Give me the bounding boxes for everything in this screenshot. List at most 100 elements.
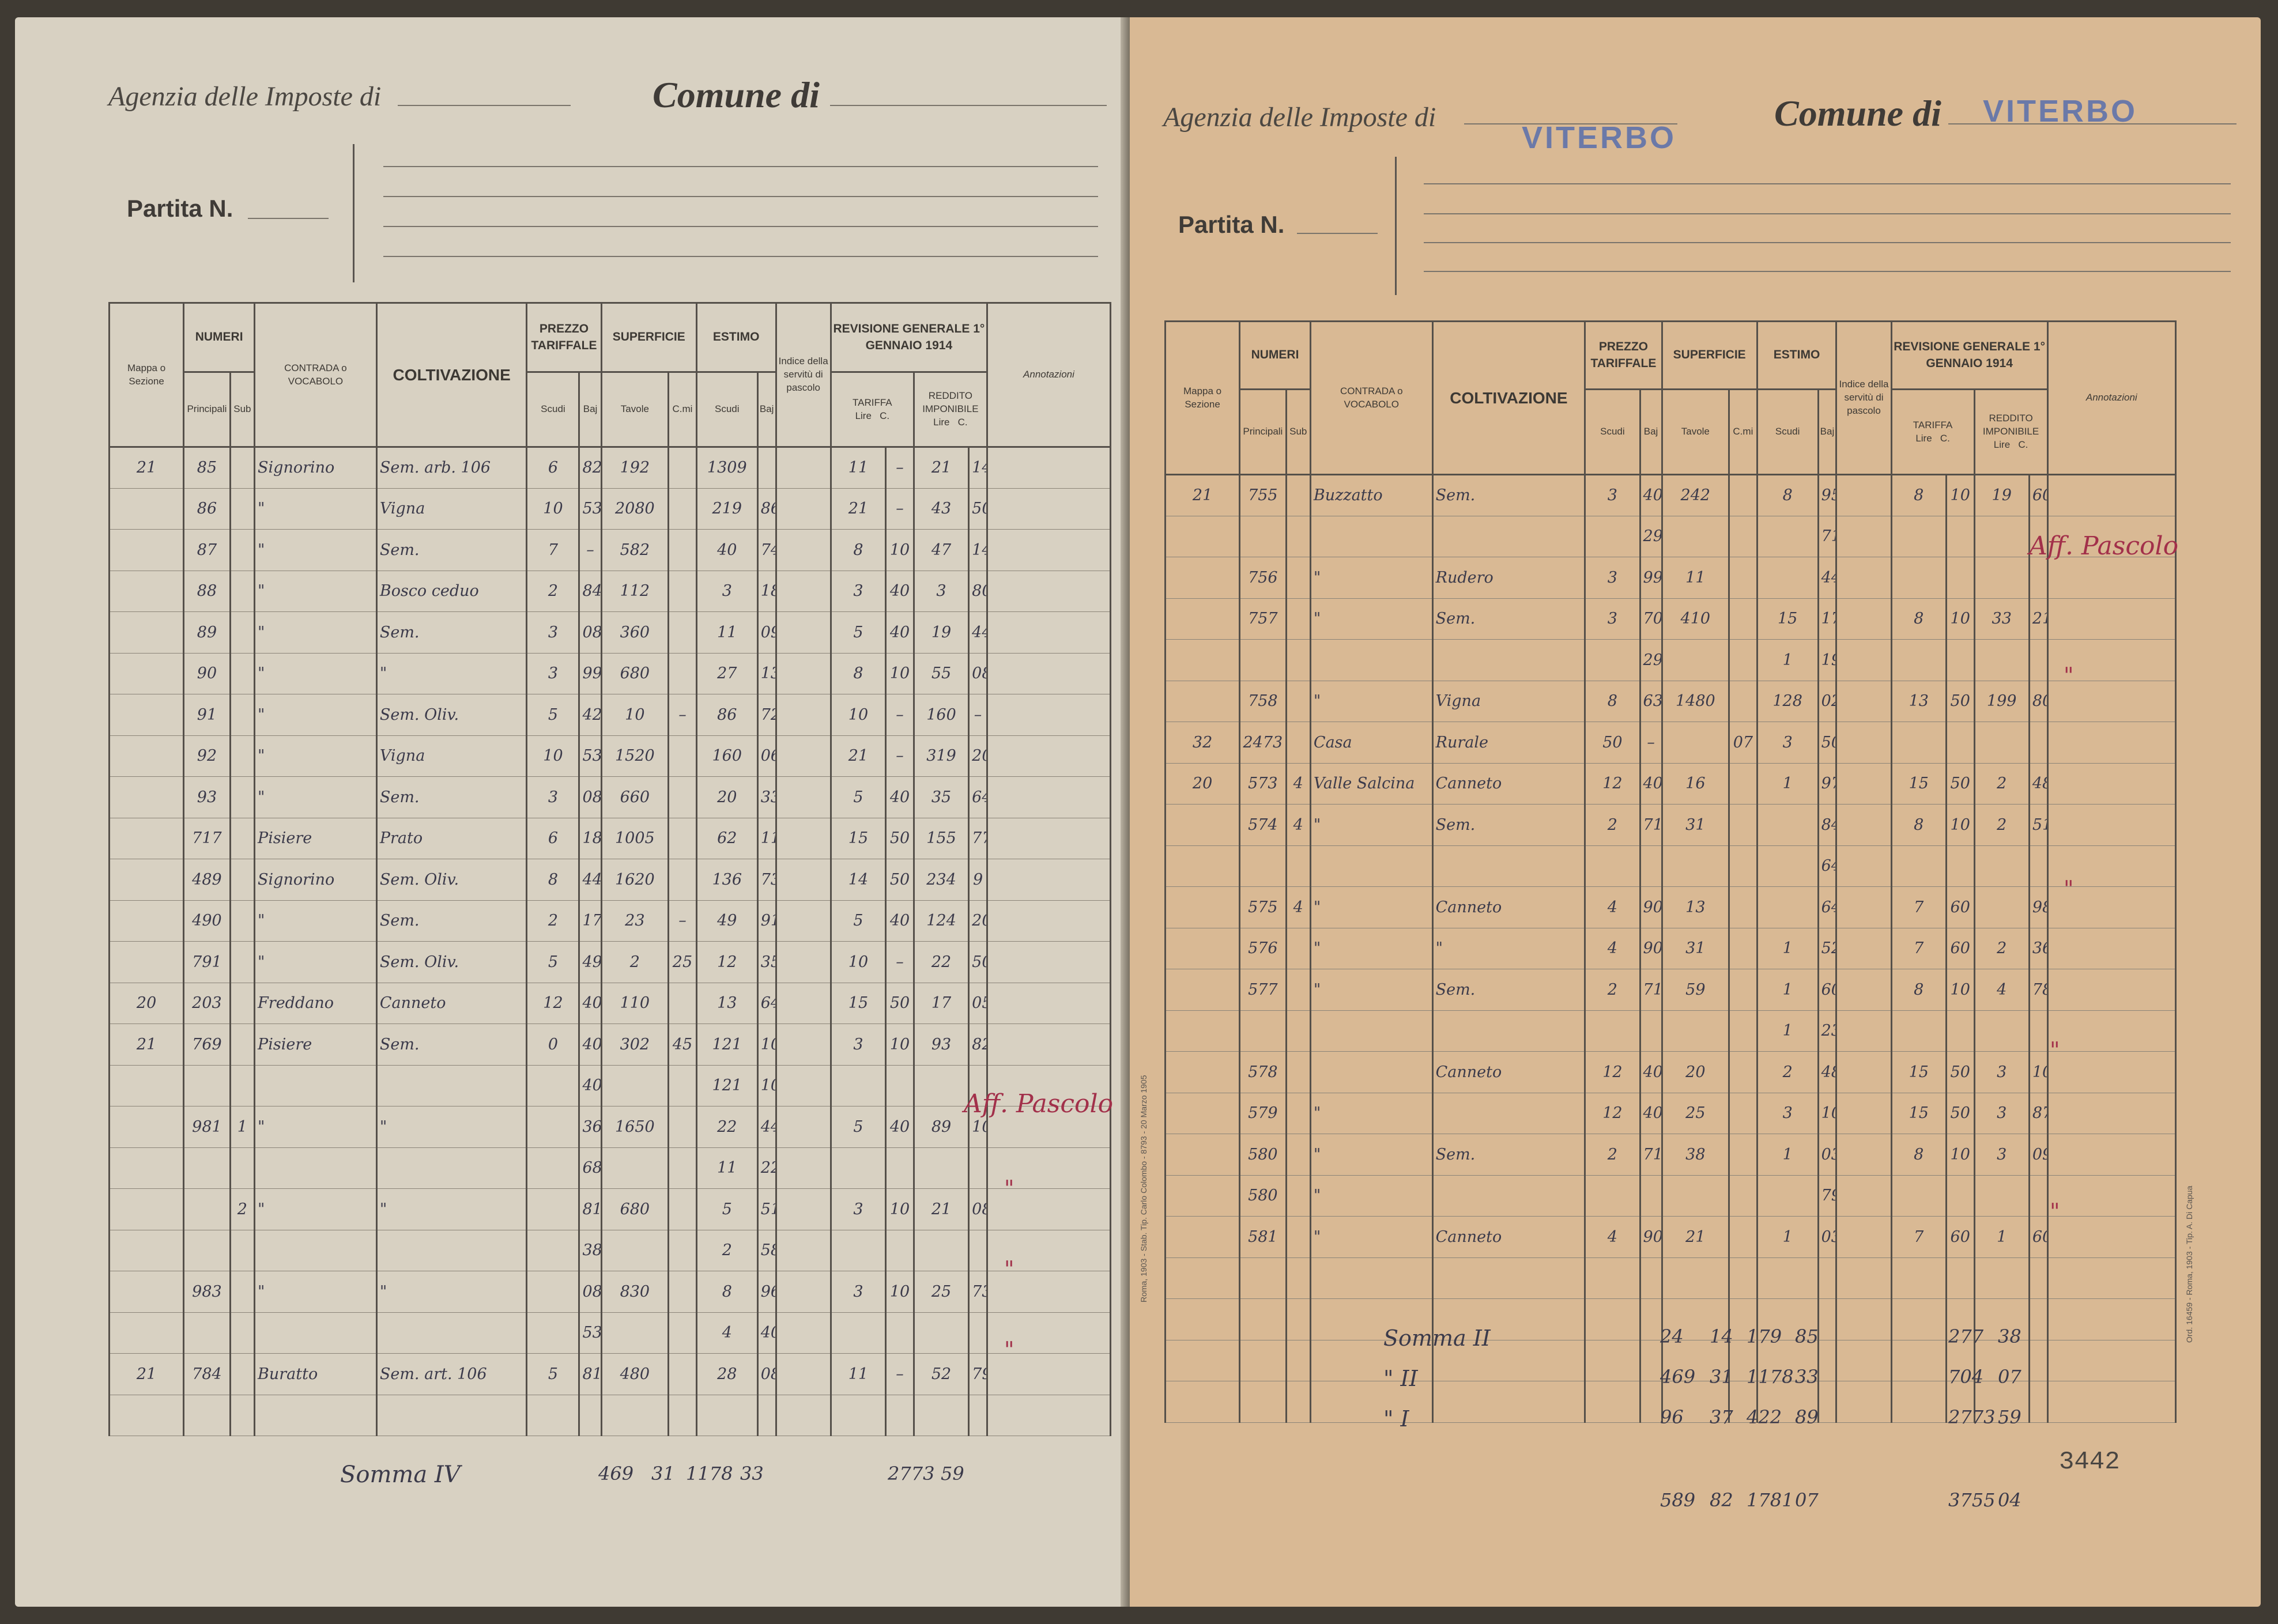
- col-reddito-right: REDDITO IMPONIBILE Lire C.: [1973, 388, 2049, 475]
- col-reddito: REDDITO IMPONIBILE Lire C.: [912, 371, 988, 448]
- left-cell-rc: 79: [968, 1353, 988, 1395]
- left-cell-colt: Sem. art. 106: [375, 1353, 528, 1395]
- right-cell-contrada: Buzzatto: [1309, 474, 1434, 516]
- right-cell-tl: 7: [1890, 1216, 1947, 1258]
- right-cell-contrada: [1309, 1010, 1434, 1052]
- right-cell-ann: [2046, 639, 2177, 681]
- right-cell-num: 757: [1239, 598, 1287, 640]
- right-cell-tl: [1890, 845, 1947, 887]
- left-cell-rc: [968, 1065, 988, 1106]
- col-baj-right: Baj: [1639, 388, 1663, 475]
- col-coltivazione-right: COLTIVAZIONE: [1431, 320, 1586, 475]
- right-sheet-number: 3442: [2059, 1448, 2120, 1476]
- right-cell-ann: [2046, 1051, 2177, 1093]
- left-cell-pb: 82: [578, 447, 602, 489]
- right-cell-idx: [1835, 1340, 1892, 1381]
- right-cell-pz: 4: [1584, 886, 1641, 928]
- left-cell-rl: 43: [912, 488, 970, 530]
- right-cell-rc: [2028, 722, 2049, 764]
- comune-line-right: [1948, 123, 2236, 124]
- left-cell-mappa: 20: [108, 983, 185, 1024]
- left-cell-num: 93: [183, 776, 231, 818]
- right-cell-cmi: [1728, 1381, 1758, 1423]
- right-cell-contrada: [1309, 639, 1434, 681]
- right-cell-tl: [1890, 1298, 1947, 1340]
- left-cell-mappa: [108, 818, 185, 859]
- left-cell-tl: [829, 1147, 887, 1189]
- left-cell-pb: 40: [578, 983, 602, 1024]
- right-cell-sub: [1285, 1298, 1311, 1340]
- left-cell-num: 983: [183, 1271, 231, 1313]
- right-cell-eb: 03: [1817, 1134, 1838, 1176]
- left-cell-cmi: –: [667, 694, 697, 736]
- partita-brace-left: [353, 144, 354, 282]
- col-sub-right: Sub: [1285, 388, 1311, 475]
- right-cell-tav: [1661, 1298, 1730, 1340]
- right-cell-pb: 90: [1639, 1216, 1663, 1258]
- left-cell-contrada: ": [254, 529, 378, 571]
- right-cell-tc: [1945, 557, 1975, 599]
- left-cell-tc: 50: [885, 983, 915, 1024]
- right-cell-mappa: [1164, 1381, 1241, 1423]
- left-cell-mappa: 21: [108, 447, 185, 489]
- right-cell-sub: [1285, 928, 1311, 969]
- left-cell-ann: [986, 1353, 1112, 1395]
- right-cell-rc: 87: [2028, 1093, 2049, 1134]
- right-cell-eb: 64: [1817, 845, 1838, 887]
- left-cell-mappa: [108, 611, 185, 654]
- right-cell-es: 1: [1756, 969, 1819, 1011]
- left-cell-rc: [968, 1312, 988, 1354]
- right-cell-pz: [1584, 1257, 1641, 1299]
- right-cell-contrada: [1309, 1381, 1434, 1423]
- left-cell-pb: 99: [578, 653, 602, 694]
- right-cell-tc: 50: [1945, 763, 1975, 805]
- right-cell-cmi: [1728, 969, 1758, 1011]
- right-annotation-ditto-4: ": [2050, 1199, 2060, 1224]
- col-contrada-right: CONTRADA o VOCABOLO: [1309, 320, 1434, 475]
- right-cell-tav: [1661, 516, 1730, 557]
- left-cell-idx: [775, 1065, 832, 1106]
- tariffa-label-right: TARIFFA: [1913, 419, 1953, 430]
- right-annotation-ditto-2: ": [2064, 876, 2074, 901]
- partita-label-right: Partita N.: [1178, 211, 1285, 238]
- right-cell-ann: [2046, 557, 2177, 599]
- right-cell-contrada: Casa: [1309, 722, 1434, 764]
- right-cell-colt: [1431, 845, 1586, 887]
- right-cell-sub: [1285, 1093, 1311, 1134]
- right-cell-contrada: ": [1309, 1216, 1434, 1258]
- right-cell-idx: [1835, 928, 1892, 969]
- left-cell-mappa: [108, 1147, 185, 1189]
- right-cell-idx: [1835, 1257, 1892, 1299]
- left-cell-tc: 50: [885, 859, 915, 901]
- left-row: 86"Vigna105320802198621–4350: [108, 488, 1112, 530]
- right-cell-tl: [1890, 516, 1947, 557]
- right-cell-pz: [1584, 1298, 1641, 1340]
- left-cell-mappa: [108, 1188, 185, 1230]
- left-cell-ann: [986, 1065, 1112, 1106]
- left-cell-contrada: Pisiere: [254, 1024, 378, 1066]
- right-cell-num: 576: [1239, 928, 1287, 969]
- right-cell-eb: 97: [1817, 763, 1838, 805]
- right-cell-contrada: ": [1309, 598, 1434, 640]
- left-cell-cmi: [667, 983, 697, 1024]
- right-cell-ann: [2046, 1216, 2177, 1258]
- right-cell-mappa: [1164, 1093, 1241, 1134]
- left-cell-rl: 234: [912, 859, 970, 901]
- left-cell-eb: 09: [756, 611, 777, 654]
- right-cell-es: [1756, 1340, 1819, 1381]
- left-cell-pz: [526, 1312, 580, 1354]
- right-cell-num: 574: [1239, 804, 1287, 846]
- left-cell-pz: 6: [526, 818, 580, 859]
- right-cell-num: [1239, 1010, 1287, 1052]
- left-cell-ann: [986, 859, 1112, 901]
- left-cell-ann: [986, 1147, 1112, 1189]
- right-cell-tav: 25: [1661, 1093, 1730, 1134]
- left-cell-mappa: [108, 1106, 185, 1148]
- right-annotation-ditto-1: ": [2064, 663, 2074, 688]
- right-cell-cmi: [1728, 1216, 1758, 1258]
